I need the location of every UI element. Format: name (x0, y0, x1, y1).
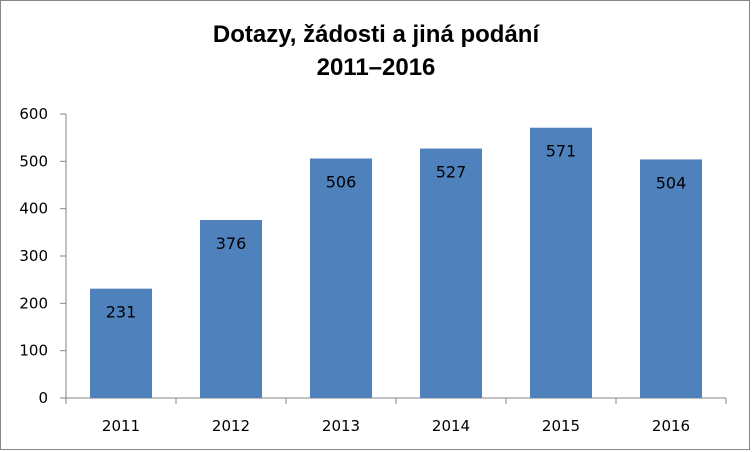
y-tick-label: 200 (19, 294, 48, 312)
bar-2015 (530, 127, 592, 398)
data-label: 231 (106, 303, 137, 322)
data-label: 527 (436, 163, 467, 182)
data-label: 504 (656, 173, 687, 192)
y-tick-label: 400 (19, 200, 48, 218)
x-tick-label: 2014 (432, 417, 470, 435)
x-tick-label: 2012 (212, 417, 250, 435)
data-labels: 231 376 506 527 571 504 (106, 142, 687, 322)
y-tick-label: 0 (38, 389, 48, 407)
bar-2014 (420, 148, 482, 398)
bars (90, 127, 702, 398)
y-tick-label: 100 (19, 342, 48, 360)
bar-2012 (200, 220, 262, 398)
y-tick-label: 300 (19, 247, 48, 265)
data-label: 571 (546, 142, 577, 161)
x-tick-label: 2016 (652, 417, 690, 435)
bar-2016 (640, 159, 702, 398)
chart-title-line1: Dotazy, žádosti a jiná podání (212, 21, 540, 48)
y-tick-label: 500 (19, 152, 48, 170)
bar-2011 (90, 288, 152, 398)
x-tick-label: 2015 (542, 417, 580, 435)
data-label: 376 (216, 234, 247, 253)
bar-2013 (310, 158, 372, 398)
y-tick-label: 600 (19, 105, 48, 123)
chart-title-line2: 2011–2016 (316, 54, 436, 81)
data-label: 506 (326, 172, 357, 191)
axes: 0 100 200 300 400 500 600 2011 2012 2013 2014 2015 2… (19, 105, 727, 435)
x-tick-label: 2013 (322, 417, 360, 435)
chart-title: Dotazy, žádosti a jiná podání 2011–2016 (0, 18, 752, 84)
x-tick-label: 2011 (102, 417, 140, 435)
